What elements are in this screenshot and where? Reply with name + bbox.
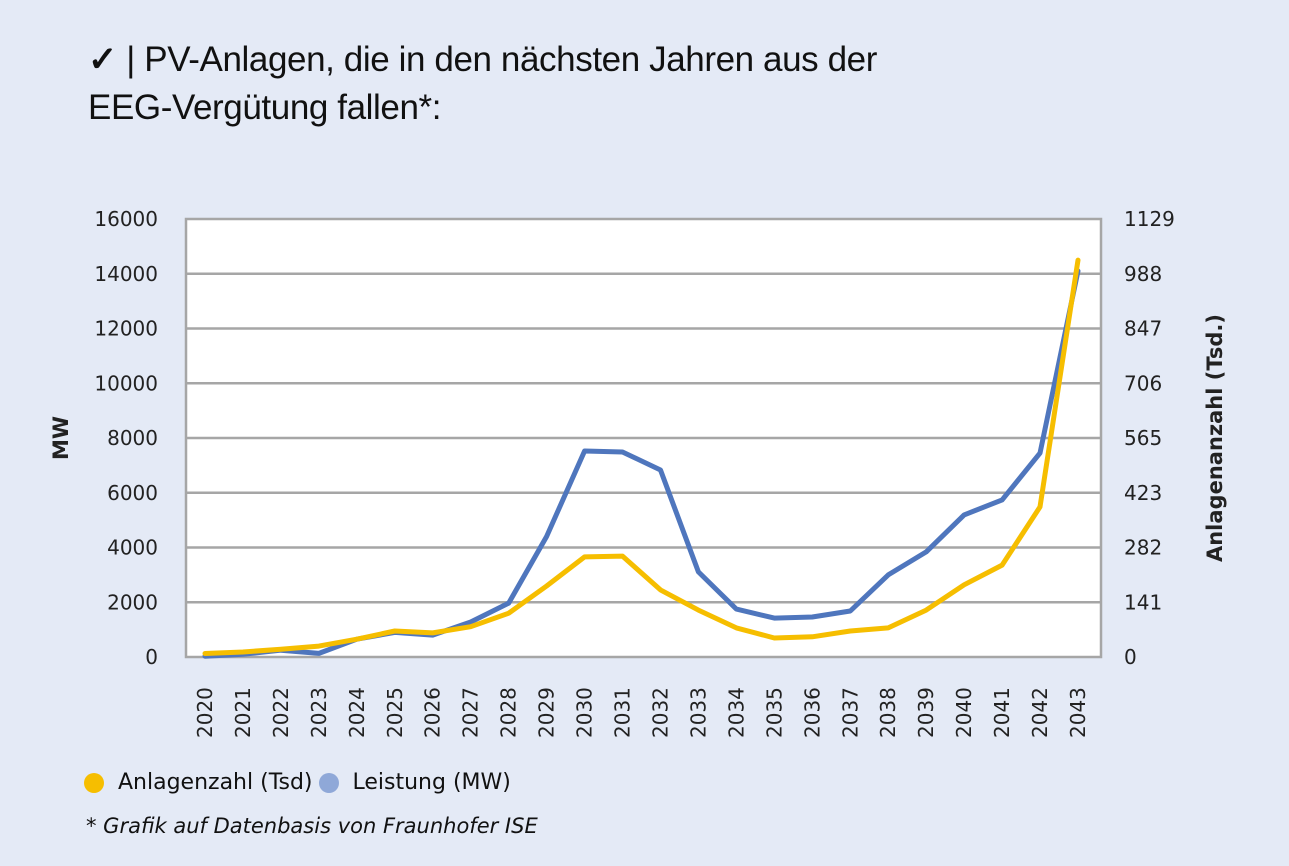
legend-label-anlagenzahl: Anlagenzahl (Tsd)	[118, 770, 313, 795]
title-separator: |	[126, 40, 135, 79]
x-tick-label: 2031	[611, 687, 635, 738]
y-tick-right-label: 282	[1124, 536, 1162, 560]
y-tick-right-label: 988	[1124, 262, 1162, 286]
footnote: * Grafik auf Datenbasis von Fraunhofer I…	[86, 814, 538, 838]
title-line-1: PV-Anlagen, die in den nächsten Jahren a…	[144, 40, 877, 79]
x-tick-label: 2042	[1028, 687, 1052, 738]
legend: Anlagenzahl (Tsd) Leistung (MW)	[84, 770, 517, 795]
gridlines	[186, 272, 1101, 604]
y-tick-left-label: 10000	[94, 371, 158, 395]
x-tick-label: 2022	[269, 687, 293, 738]
x-tick-label: 2030	[573, 687, 597, 738]
legend-label-leistung: Leistung (MW)	[352, 770, 511, 795]
x-tick-label: 2036	[800, 687, 824, 738]
x-tick-label: 2037	[838, 687, 862, 738]
x-tick-label: 2020	[193, 687, 217, 738]
y-tick-right-label: 1129	[1124, 207, 1175, 231]
x-tick-label: 2033	[686, 687, 710, 738]
y-tick-left-label: 14000	[94, 262, 158, 286]
x-tick-label: 2040	[952, 687, 976, 738]
y-axis-right-ticks: 0 141 282 423 565 706 847 988 1129	[1124, 207, 1175, 669]
x-tick-label: 2032	[648, 687, 672, 738]
y-axis-left-ticks: 0 2000 4000 6000 8000 10000 12000 14000 16000	[94, 207, 158, 669]
legend-item-anlagenzahl: Anlagenzahl (Tsd)	[84, 770, 313, 795]
legend-dot-leistung-icon	[318, 772, 339, 793]
x-tick-label: 2028	[497, 687, 521, 738]
y-tick-left-label: 4000	[107, 536, 158, 560]
series-line-anlagenzahl	[202, 257, 1081, 656]
y-tick-right-label: 423	[1124, 481, 1162, 505]
x-tick-label: 2024	[345, 687, 369, 738]
y-tick-left-label: 16000	[94, 207, 158, 231]
y-tick-right-label: 847	[1124, 317, 1162, 341]
x-tick-label: 2023	[307, 687, 331, 738]
x-tick-label: 2041	[990, 687, 1014, 738]
y-tick-right-label: 565	[1124, 426, 1162, 450]
x-tick-label: 2026	[421, 687, 445, 738]
x-tick-label: 2025	[383, 687, 407, 738]
x-axis-ticks: 2020 2021 2022 2023 2024 2025 2026 2027 2028 2029…	[193, 687, 1090, 738]
y-tick-right-label: 141	[1124, 590, 1162, 614]
x-tick-label: 2029	[535, 687, 559, 738]
y-tick-left-label: 8000	[107, 426, 158, 450]
check-icon: ✓	[88, 40, 117, 79]
series-lines	[202, 257, 1081, 659]
title-line-2: EEG-Vergütung fallen*:	[88, 88, 442, 127]
x-tick-label: 2021	[231, 687, 255, 738]
x-tick-label: 2038	[876, 687, 900, 738]
x-tick-label: 2043	[1066, 687, 1090, 738]
x-tick-label: 2035	[762, 687, 786, 738]
chart-title: ✓ | PV-Anlagen, die in den nächsten Jahr…	[88, 36, 988, 132]
x-tick-label: 2027	[459, 687, 483, 738]
x-tick-label: 2039	[914, 687, 938, 738]
y-axis-left-title: MW	[49, 416, 73, 460]
y-tick-left-label: 2000	[107, 590, 158, 614]
y-tick-right-label: 0	[1124, 645, 1137, 669]
y-tick-right-label: 706	[1124, 371, 1162, 395]
y-tick-left-label: 12000	[94, 317, 158, 341]
legend-item-leistung: Leistung (MW)	[318, 770, 511, 795]
legend-dot-anlagenzahl-icon	[84, 772, 104, 793]
y-tick-left-label: 0	[145, 645, 158, 669]
y-axis-right-title: Anlagenanzahl (Tsd.)	[1203, 314, 1227, 562]
x-tick-label: 2034	[724, 687, 748, 738]
y-tick-left-label: 6000	[107, 481, 158, 505]
